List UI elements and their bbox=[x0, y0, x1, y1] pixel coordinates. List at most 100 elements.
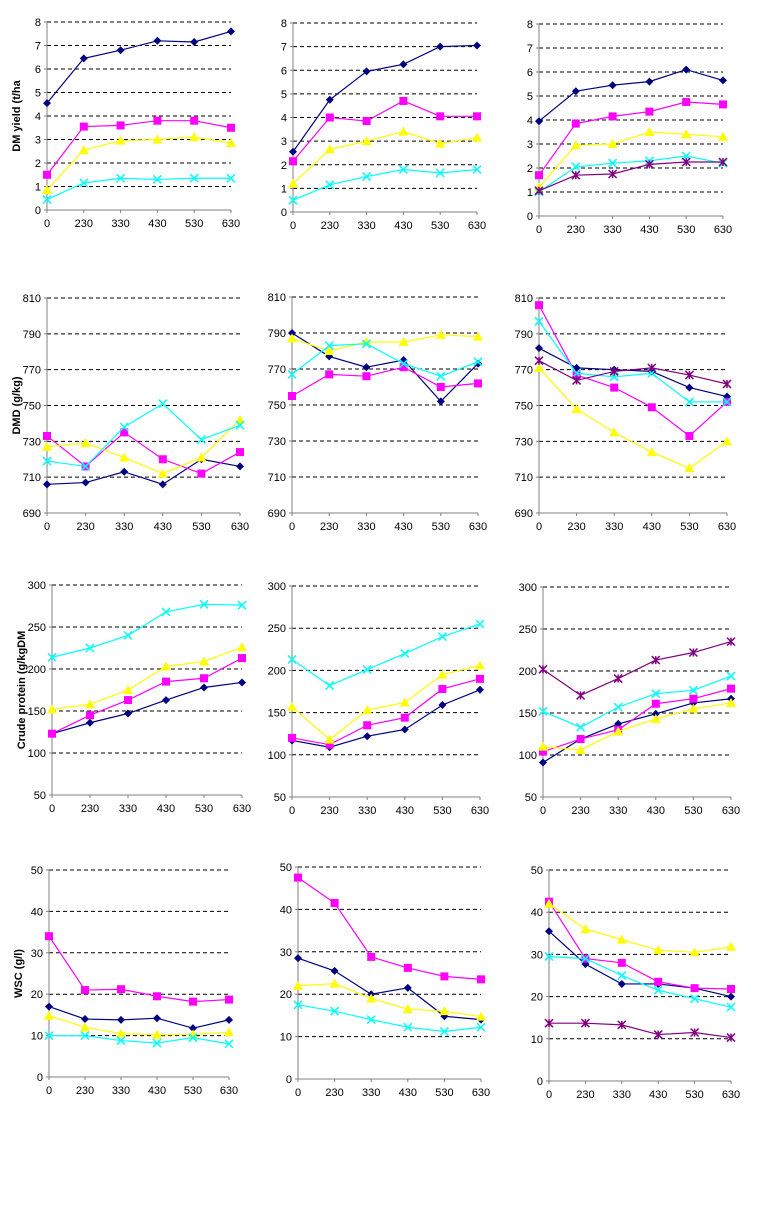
y-tick-label: 770 bbox=[515, 365, 533, 377]
series-3 bbox=[42, 132, 236, 195]
data-point bbox=[545, 927, 553, 936]
data-point bbox=[400, 713, 409, 722]
data-point bbox=[227, 27, 235, 36]
data-point bbox=[80, 1022, 90, 1032]
data-point bbox=[616, 934, 627, 944]
series-1 bbox=[288, 329, 482, 406]
y-axis-label: WSC (g/l) bbox=[13, 949, 25, 998]
y-tick-label: 150 bbox=[28, 706, 46, 718]
data-point bbox=[366, 1015, 376, 1025]
data-point bbox=[439, 1026, 449, 1037]
series-line bbox=[548, 903, 732, 953]
series-2 bbox=[535, 98, 727, 180]
data-point bbox=[235, 420, 245, 430]
series-2 bbox=[43, 428, 244, 478]
data-point bbox=[324, 341, 334, 351]
x-tick-label: 430 bbox=[649, 1089, 667, 1101]
data-point bbox=[576, 690, 586, 700]
data-point bbox=[398, 126, 409, 136]
series-3 bbox=[47, 642, 247, 714]
data-point bbox=[475, 660, 485, 670]
data-point bbox=[727, 684, 735, 693]
x-tick-label: 630 bbox=[222, 218, 240, 230]
x-tick-label: 0 bbox=[46, 1085, 52, 1097]
data-point bbox=[440, 972, 449, 981]
chart-panel-9: 50 100 150 200 250 300 0 230 330 430 530 630 bbox=[519, 582, 741, 817]
data-point bbox=[43, 170, 51, 179]
y-tick-label: 40 bbox=[280, 904, 292, 916]
series-line bbox=[46, 136, 232, 191]
data-point bbox=[287, 701, 297, 711]
x-tick-label: 0 bbox=[290, 220, 296, 232]
y-tick-label: 730 bbox=[515, 436, 533, 448]
x-tick-label: 630 bbox=[231, 521, 249, 533]
x-tick-label: 630 bbox=[471, 805, 489, 817]
y-tick-label: 7 bbox=[281, 42, 287, 54]
series-line bbox=[538, 360, 728, 385]
series-line bbox=[292, 168, 478, 201]
data-point bbox=[571, 87, 580, 96]
data-point bbox=[439, 1006, 450, 1016]
x-tick-label: 430 bbox=[148, 218, 166, 230]
series-3 bbox=[544, 898, 736, 957]
data-point bbox=[162, 696, 170, 705]
data-point bbox=[646, 447, 657, 457]
data-point bbox=[473, 112, 481, 121]
data-point bbox=[472, 132, 482, 142]
data-point bbox=[325, 370, 334, 379]
data-point bbox=[576, 722, 586, 732]
data-point bbox=[152, 1029, 162, 1039]
x-tick-label: 330 bbox=[111, 218, 129, 230]
data-point bbox=[688, 685, 698, 695]
data-point bbox=[689, 947, 700, 957]
series-1 bbox=[539, 694, 735, 767]
y-tick-label: 250 bbox=[28, 622, 46, 634]
data-point bbox=[651, 709, 660, 718]
y-tick-label: 150 bbox=[268, 708, 286, 720]
series-4 bbox=[287, 619, 485, 691]
x-tick-label: 0 bbox=[44, 218, 50, 230]
y-tick-label: 690 bbox=[515, 508, 533, 520]
data-point bbox=[726, 671, 736, 681]
x-tick-label: 530 bbox=[185, 218, 203, 230]
y-axis-label: Crude protein (g/kgDM bbox=[16, 631, 28, 750]
data-point bbox=[152, 1038, 162, 1048]
data-point bbox=[644, 159, 654, 169]
data-point bbox=[650, 713, 661, 723]
data-point bbox=[719, 76, 727, 85]
data-point bbox=[288, 733, 296, 742]
y-tick-label: 100 bbox=[519, 750, 537, 762]
data-point bbox=[572, 371, 581, 380]
data-point bbox=[645, 107, 654, 116]
y-tick-label: 0 bbox=[281, 207, 287, 219]
data-point bbox=[81, 1015, 89, 1024]
data-point bbox=[690, 1027, 700, 1038]
y-tick-label: 790 bbox=[515, 329, 533, 341]
x-tick-label: 230 bbox=[576, 1089, 594, 1101]
data-point bbox=[682, 98, 691, 106]
series-line bbox=[51, 657, 243, 735]
data-point bbox=[476, 685, 484, 694]
data-point bbox=[116, 46, 125, 55]
x-tick-label: 430 bbox=[148, 1085, 166, 1097]
data-point bbox=[690, 994, 700, 1004]
data-point bbox=[43, 99, 51, 108]
data-point bbox=[438, 684, 447, 693]
series-4 bbox=[293, 1000, 486, 1037]
x-tick-label: 530 bbox=[677, 224, 695, 236]
y-tick-label: 750 bbox=[515, 401, 533, 413]
y-tick-label: 300 bbox=[268, 581, 286, 593]
x-tick-label: 630 bbox=[714, 224, 732, 236]
data-point bbox=[325, 95, 334, 104]
data-point bbox=[42, 441, 52, 451]
data-point bbox=[224, 1027, 234, 1037]
y-tick-label: 710 bbox=[23, 472, 41, 484]
series-line bbox=[538, 101, 724, 176]
x-tick-label: 0 bbox=[289, 805, 295, 817]
x-tick-label: 330 bbox=[357, 220, 375, 232]
data-point bbox=[196, 435, 206, 445]
series-2 bbox=[48, 654, 246, 738]
data-point bbox=[119, 452, 130, 462]
data-point bbox=[688, 703, 699, 713]
data-point bbox=[398, 337, 409, 346]
